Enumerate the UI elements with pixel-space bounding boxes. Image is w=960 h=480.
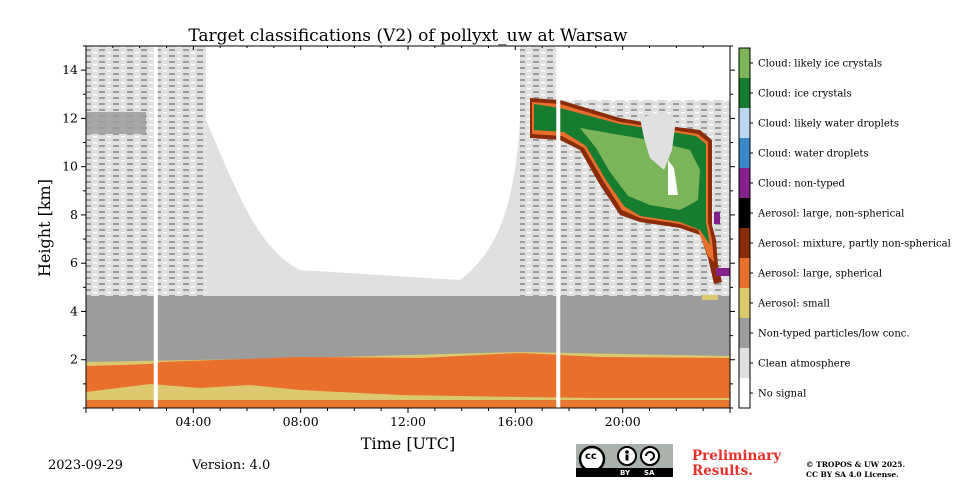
x-tick-label: 12:00	[390, 414, 426, 429]
colorbar-label: Cloud: likely water droplets	[758, 119, 899, 130]
cloud-non-typed-low	[716, 268, 730, 276]
region-daytime-clean	[206, 120, 520, 296]
x-tick-label: 04:00	[175, 414, 211, 429]
plot-area	[86, 46, 730, 408]
aerosol-small-patch	[702, 295, 718, 300]
x-tick-label: 20:00	[605, 414, 641, 429]
y-tick-label: 6	[70, 255, 78, 270]
layer-aerosol-large-spherical	[86, 353, 730, 398]
colorbar-swatch	[739, 78, 750, 108]
measurement-date: 2023-09-29	[48, 458, 123, 473]
x-tick-label: 16:00	[497, 414, 533, 429]
data-gap-1	[153, 46, 158, 408]
colorbar-swatch	[739, 288, 750, 318]
x-axis-label: Time [UTC]	[361, 434, 455, 453]
cc-icons	[578, 445, 660, 473]
colorbar-swatch	[739, 138, 750, 168]
x-axis: 04:00 08:00 12:00 16:00 20:00	[85, 46, 731, 429]
colorbar-swatch	[739, 258, 750, 288]
colorbar-swatch	[739, 168, 750, 198]
colorbar-swatch	[739, 228, 750, 258]
colorbar-swatch	[739, 48, 750, 78]
y-tick-label: 4	[70, 303, 78, 318]
colorbar-label: Cloud: likely ice crystals	[758, 59, 882, 70]
colorbar-label: Aerosol: large, spherical	[757, 269, 882, 280]
copyright-notice: © TROPOS & UW 2025. CC BY SA 4.0 License…	[806, 460, 906, 479]
chart-title: Target classifications (V2) of pollyxt_u…	[188, 26, 628, 46]
y-axis: 2 4 6 8 10 12 14	[62, 45, 735, 409]
colorbar-label: Aerosol: small	[757, 299, 830, 310]
layer-non-typed-particles	[86, 296, 730, 365]
version-label: Version: 4.0	[192, 458, 271, 473]
colorbar-label: Non-typed particles/low conc.	[758, 329, 910, 340]
cloud-inner-clean-gap	[640, 112, 676, 170]
preliminary-results-note: Preliminary Results.	[692, 448, 782, 479]
colorbar-label: Cloud: water droplets	[758, 149, 869, 160]
colorbar-label: Aerosol: mixture, partly non-spherical	[757, 239, 951, 250]
region-evening-noise	[520, 46, 560, 296]
colorbar-swatch	[739, 108, 750, 138]
sa-label: SA	[644, 469, 655, 477]
colorbar-swatch	[739, 198, 750, 228]
cloud-non-typed-patch	[714, 212, 720, 224]
y-tick-label: 8	[70, 207, 78, 222]
y-tick-label: 12	[62, 110, 78, 125]
colorbar-label: No signal	[758, 389, 806, 400]
colorbar-label: Aerosol: large, non-spherical	[757, 209, 904, 220]
y-axis-label: Height [km]	[35, 179, 54, 277]
y-tick-label: 14	[62, 62, 78, 77]
colorbar-label: Cloud: ice crystals	[758, 89, 852, 100]
cc-license-badge: cc BY SA	[576, 444, 673, 477]
colorbar-label: Clean atmosphere	[758, 359, 851, 370]
cloud-inner-no-signal	[668, 160, 678, 195]
y-tick-label: 2	[70, 352, 78, 367]
x-tick-label: 08:00	[283, 414, 319, 429]
layer-aerosol-surface	[86, 400, 730, 408]
y-tick-label: 10	[62, 159, 78, 174]
colorbar-swatch	[739, 318, 750, 348]
sa-share-alike-icon	[640, 446, 660, 466]
colorbar-swatch	[739, 348, 750, 378]
region-non-typed-patch	[86, 112, 146, 134]
region-daytime-no-signal	[206, 46, 520, 296]
colorbar-swatch	[739, 378, 750, 408]
colorbar-frame	[738, 47, 751, 409]
colorbar-label: Cloud: non-typed	[758, 179, 846, 190]
class-colorbar: Cloud: likely ice crystals Cloud: ice cry…	[738, 47, 951, 409]
data-gap-2	[556, 46, 561, 408]
by-label: BY	[620, 469, 631, 477]
region-early-night-noise	[86, 46, 206, 296]
cc-text: cc	[585, 451, 597, 462]
